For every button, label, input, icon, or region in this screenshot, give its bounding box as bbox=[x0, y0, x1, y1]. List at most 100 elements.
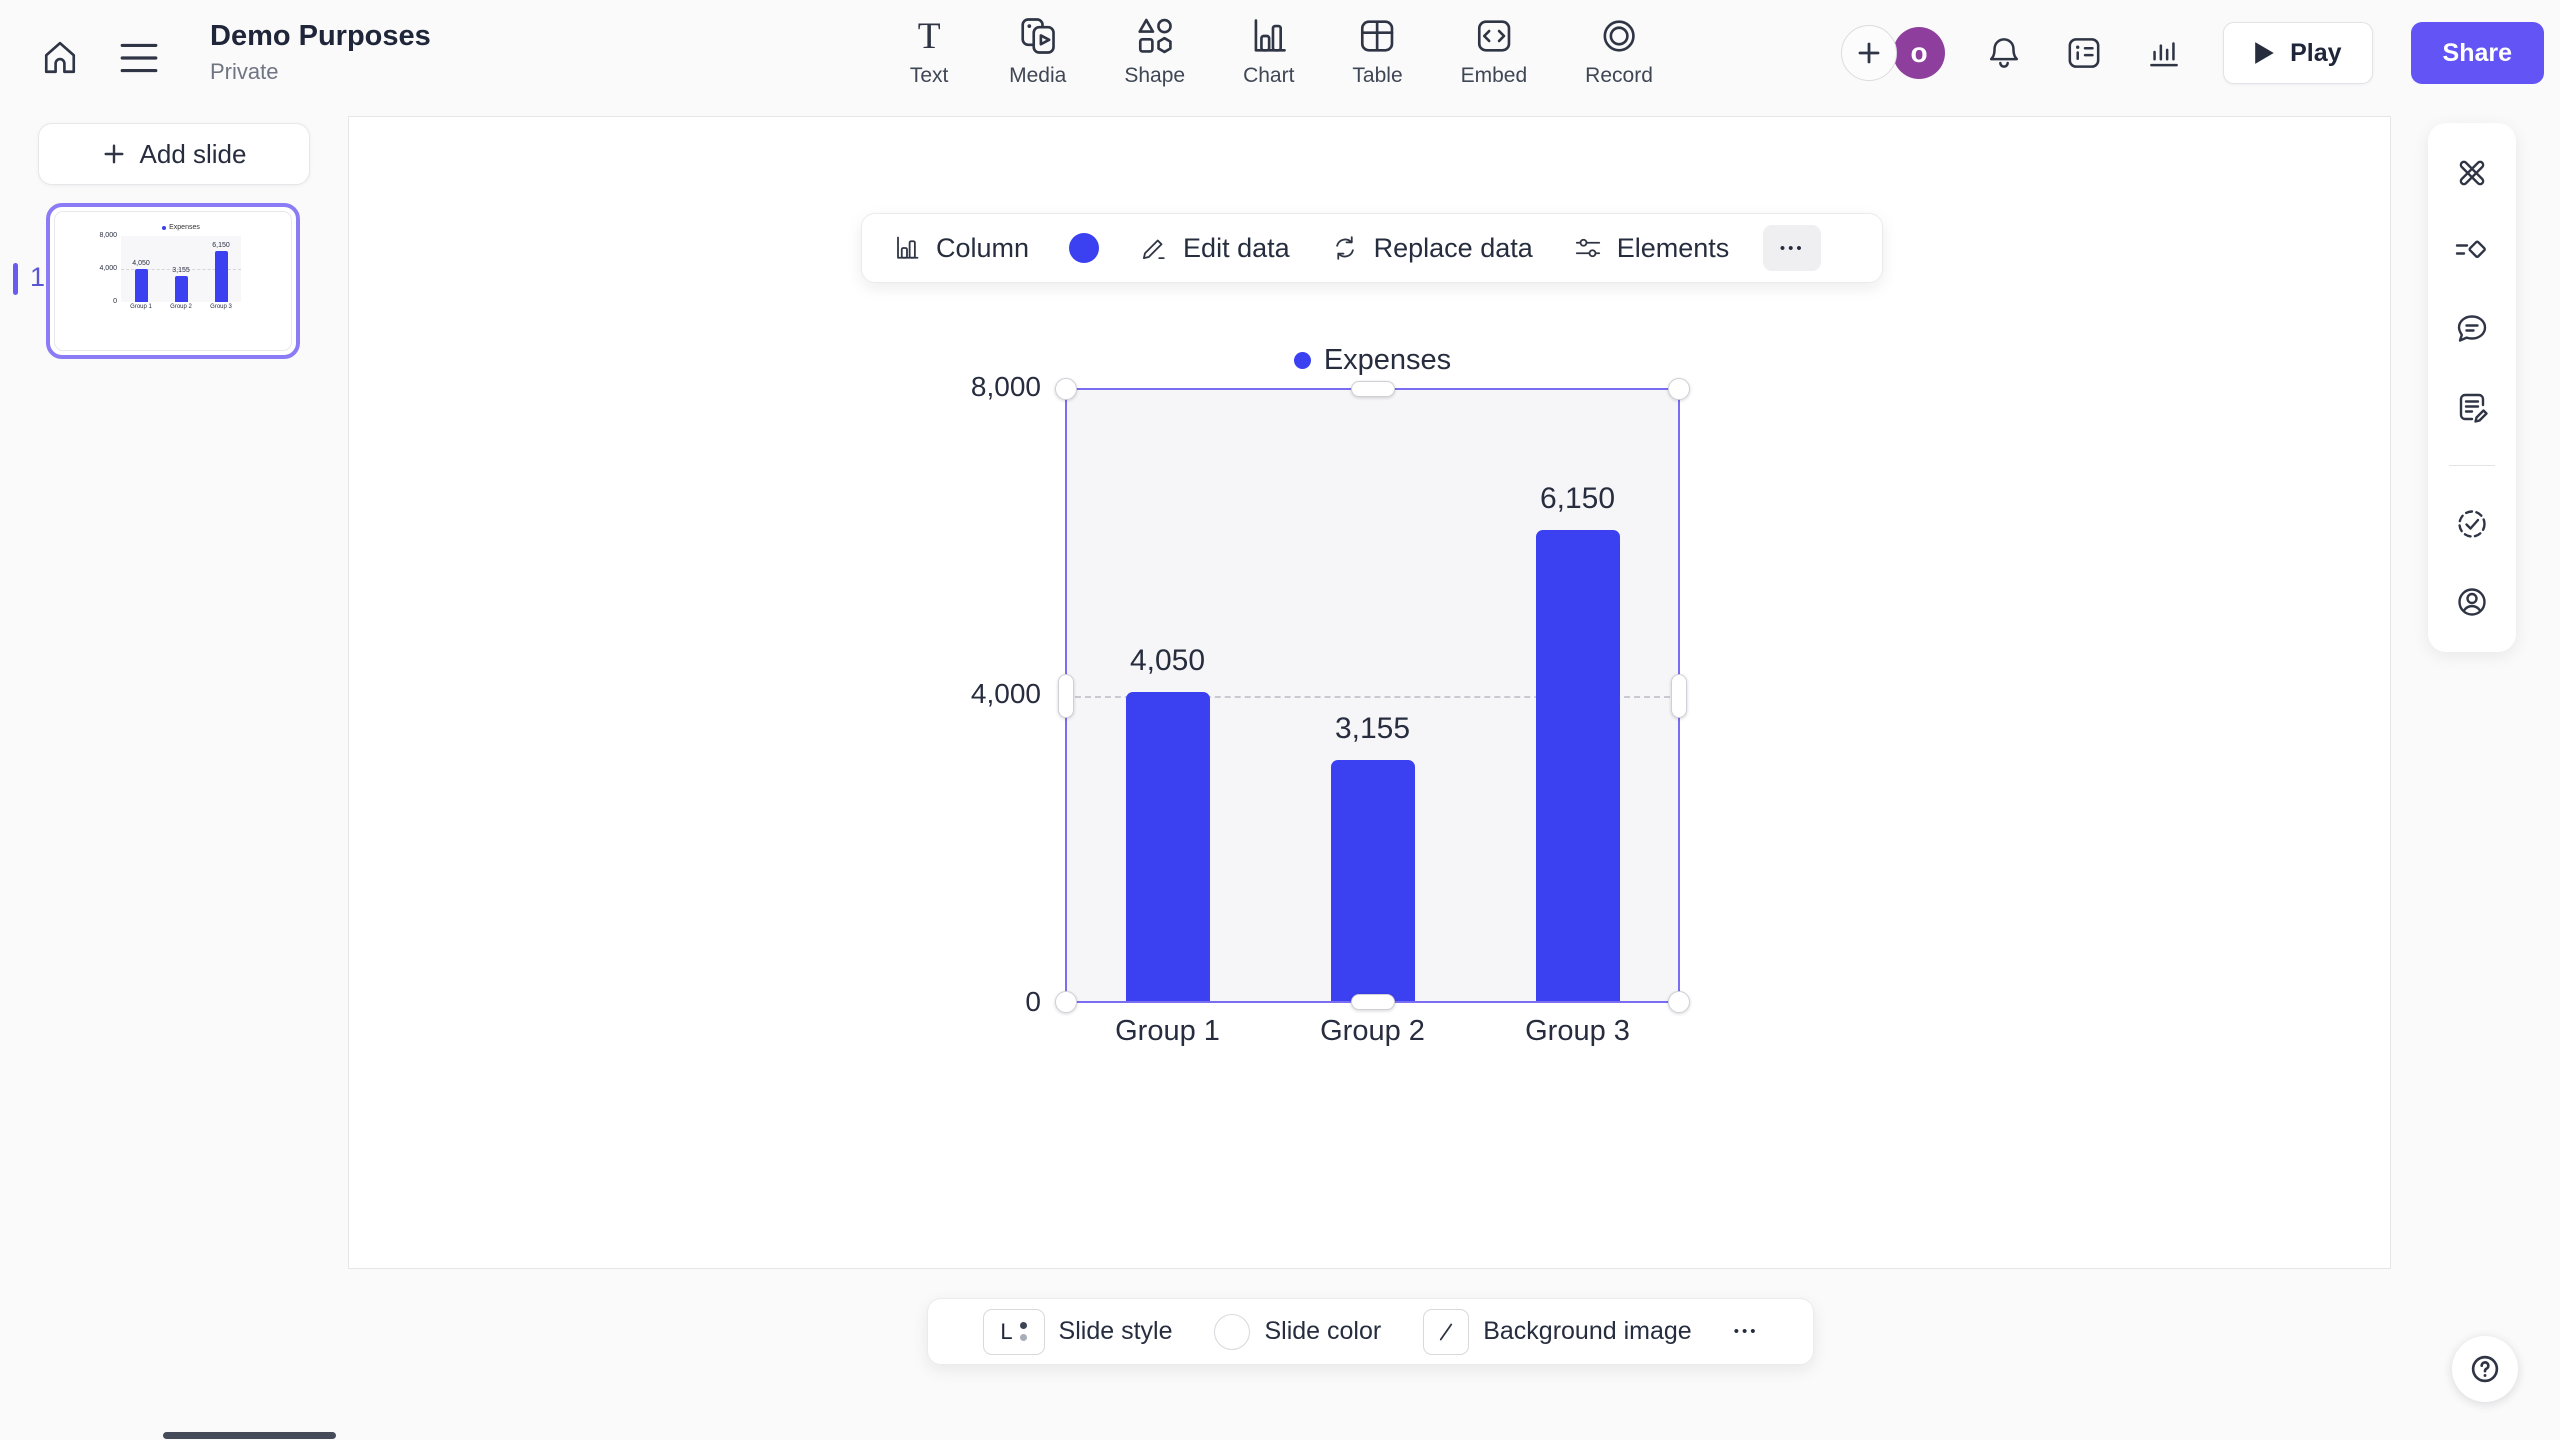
slide-more-options-button[interactable]: ••• bbox=[1733, 1323, 1759, 1340]
tool-shape[interactable]: Shape bbox=[1124, 14, 1185, 88]
bell-icon bbox=[1990, 38, 2019, 68]
edit-data-button[interactable]: Edit data bbox=[1139, 233, 1290, 264]
outline-button[interactable] bbox=[2063, 32, 2105, 74]
bar-value-label: 4,050 bbox=[132, 259, 150, 267]
category-label: Group 1 bbox=[130, 304, 152, 310]
chart-icon bbox=[1254, 19, 1286, 52]
tool-label: Shape bbox=[1124, 64, 1186, 87]
quick-actions-button[interactable] bbox=[2452, 231, 2492, 271]
share-button[interactable]: Share bbox=[2410, 22, 2544, 84]
y-tick-label: 0 bbox=[113, 297, 117, 305]
chart-bar[interactable] bbox=[1125, 691, 1210, 1003]
chart-bar[interactable] bbox=[1535, 530, 1620, 1003]
slide-number: 1 bbox=[30, 262, 46, 292]
slide-color-label: Slide color bbox=[1264, 1317, 1382, 1345]
chart-bar[interactable] bbox=[134, 268, 148, 302]
comments-button[interactable] bbox=[2452, 309, 2492, 349]
selection-handle-top-left[interactable] bbox=[1055, 378, 1077, 400]
slide-thumbnail[interactable]: Expenses 0 4,000 8,000 4,050 3,155 6,150 Gro… bbox=[46, 203, 300, 359]
slide-color-button[interactable]: Slide color bbox=[1214, 1313, 1382, 1350]
svg-text:T: T bbox=[918, 16, 941, 57]
elements-label: Elements bbox=[1616, 232, 1730, 263]
info-list-icon bbox=[2068, 38, 2100, 68]
horizontal-scrollbar-thumb[interactable] bbox=[163, 1432, 336, 1439]
tool-label: Table bbox=[1352, 64, 1403, 87]
tool-record[interactable]: Record bbox=[1585, 14, 1653, 88]
main-menu-button[interactable] bbox=[118, 40, 160, 76]
legend-label: Expenses bbox=[1323, 343, 1452, 376]
play-label: Play bbox=[2290, 38, 2342, 67]
current-slide-indicator bbox=[13, 263, 18, 295]
selection-handle-top-middle[interactable] bbox=[1350, 381, 1395, 397]
tool-text[interactable]: T Text bbox=[907, 14, 951, 88]
selection-handle-left-middle[interactable] bbox=[1058, 673, 1074, 718]
bar-value-label: 6,150 bbox=[1539, 482, 1616, 516]
tool-table[interactable]: Table bbox=[1352, 14, 1403, 88]
chart-plot-area[interactable]: 4,050 3,155 6,150 bbox=[1065, 388, 1680, 1003]
magic-actions-icon bbox=[2455, 240, 2486, 258]
selection-handle-top-right[interactable] bbox=[1668, 378, 1690, 400]
pencil-icon bbox=[1143, 239, 1165, 260]
gridline bbox=[1065, 695, 1680, 698]
selection-handle-bottom-middle[interactable] bbox=[1350, 994, 1395, 1010]
help-button[interactable] bbox=[2452, 1336, 2518, 1402]
document-title-block[interactable]: Demo Purposes Private bbox=[210, 20, 431, 85]
invite-button[interactable] bbox=[1841, 25, 1898, 81]
design-tools-button[interactable] bbox=[2452, 153, 2492, 193]
top-right-actions: o bbox=[1841, 22, 2544, 84]
chart-block[interactable]: Expenses 0 4,000 8,000 4,050 3,155 6,150 Gro… bbox=[905, 340, 1705, 1070]
chart-bar[interactable] bbox=[214, 251, 228, 302]
chart-bar[interactable] bbox=[174, 275, 188, 302]
plus-icon bbox=[1858, 42, 1880, 64]
series-color-swatch[interactable] bbox=[1069, 233, 1100, 263]
selection-handle-bottom-left[interactable] bbox=[1055, 991, 1077, 1013]
collaborators-button[interactable] bbox=[2452, 582, 2492, 622]
chart-bar[interactable] bbox=[1330, 760, 1415, 1003]
record-icon bbox=[1603, 20, 1635, 52]
replace-data-label: Replace data bbox=[1373, 232, 1533, 263]
replace-data-button[interactable]: Replace data bbox=[1330, 233, 1533, 264]
category-label: Group 3 bbox=[1525, 1015, 1630, 1047]
chart-legend: Expenses bbox=[1065, 340, 1680, 380]
play-icon bbox=[2255, 42, 2274, 64]
elements-button[interactable]: Elements bbox=[1573, 232, 1730, 264]
category-label: Group 2 bbox=[1320, 1015, 1425, 1047]
bar-value-label: 3,155 bbox=[1334, 712, 1411, 746]
tool-chart[interactable]: Chart bbox=[1243, 14, 1294, 88]
bar-value-label: 3,155 bbox=[172, 266, 190, 274]
background-image-button[interactable]: Background image bbox=[1423, 1308, 1692, 1355]
notes-button[interactable] bbox=[2452, 387, 2492, 427]
media-icon bbox=[1020, 18, 1055, 54]
notifications-button[interactable] bbox=[1983, 32, 2025, 74]
document-title[interactable]: Demo Purposes bbox=[210, 20, 431, 52]
thumb-legend: Expenses bbox=[121, 224, 241, 231]
add-slide-button[interactable]: Add slide bbox=[38, 123, 310, 185]
tasks-button[interactable] bbox=[2452, 504, 2492, 544]
analytics-button[interactable] bbox=[2143, 32, 2185, 74]
hamburger-icon bbox=[120, 43, 158, 73]
category-label: Group 2 bbox=[170, 304, 192, 310]
play-button[interactable]: Play bbox=[2223, 22, 2373, 84]
thumb-x-axis: Group 1 Group 2 Group 3 bbox=[121, 304, 241, 314]
y-tick-label: 8,000 bbox=[970, 370, 1041, 402]
y-tick-label: 8,000 bbox=[99, 231, 117, 239]
selection-handle-right-middle[interactable] bbox=[1671, 673, 1687, 718]
tool-label: Text bbox=[909, 64, 949, 87]
thumb-legend-dot bbox=[162, 225, 167, 230]
tool-label: Embed bbox=[1460, 64, 1528, 87]
chart-more-options-button[interactable]: ••• bbox=[1763, 225, 1822, 271]
tool-label: Chart bbox=[1243, 64, 1295, 87]
slide-thumbnail-preview: Expenses 0 4,000 8,000 4,050 3,155 6,150 Gro… bbox=[54, 211, 292, 351]
chart-type-button[interactable]: Column bbox=[892, 233, 1029, 264]
selection-handle-bottom-right[interactable] bbox=[1668, 991, 1690, 1013]
tool-embed[interactable]: Embed bbox=[1460, 14, 1528, 88]
home-button[interactable] bbox=[38, 36, 82, 80]
user-avatar[interactable]: o bbox=[1893, 27, 1946, 79]
tool-media[interactable]: Media bbox=[1009, 14, 1066, 88]
profile-icon bbox=[2458, 588, 2486, 616]
diagonal-line-icon bbox=[1440, 1323, 1453, 1340]
slide-style-button[interactable]: L Slide style bbox=[982, 1308, 1172, 1355]
home-icon bbox=[44, 41, 76, 74]
check-circle-icon bbox=[2458, 510, 2486, 538]
